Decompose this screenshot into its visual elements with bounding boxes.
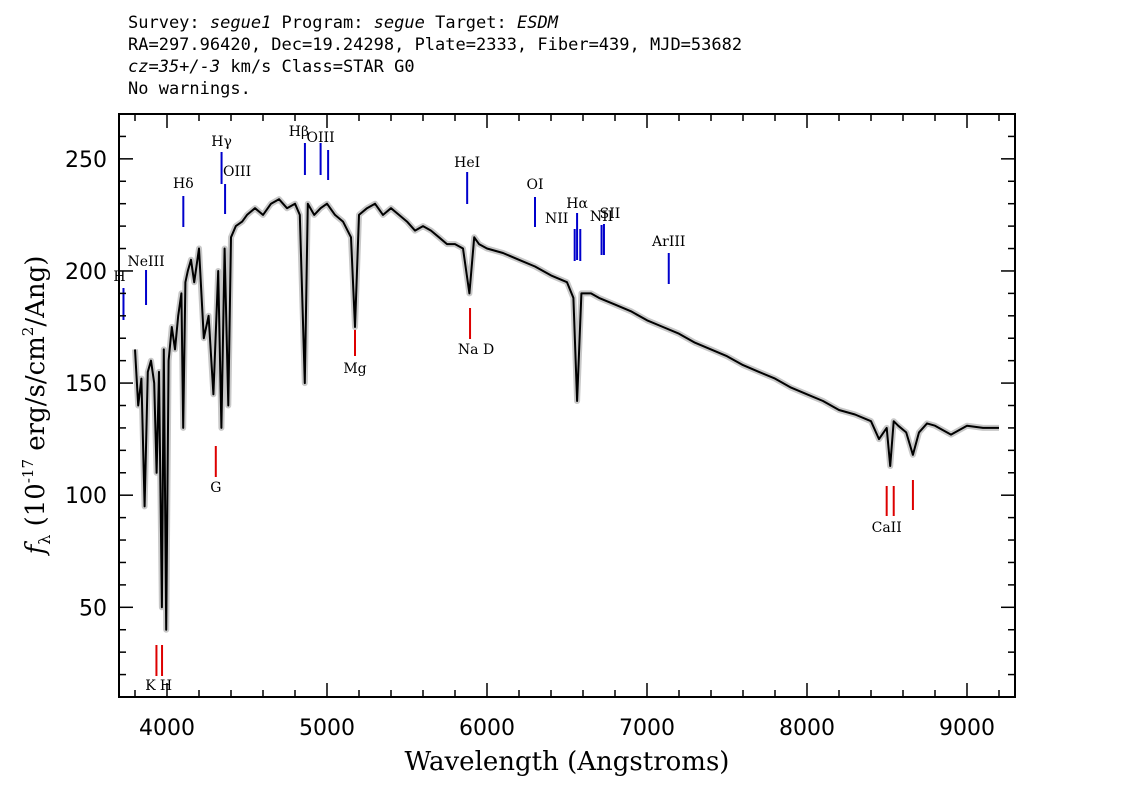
axis-ticks: 4000 5000 6000 7000 8000 9000 50 100 150 200 250 — [65, 114, 1015, 741]
survey-label: Survey: — [128, 13, 210, 33]
spectrum-header: Survey: segue1 Program: segue Target: ES… — [128, 12, 742, 100]
x-tick-label: 6000 — [459, 716, 515, 741]
y-tick-label: 50 — [79, 596, 107, 621]
emission-line-label: Hα — [566, 196, 588, 212]
y-tick-label: 250 — [65, 148, 107, 173]
target-value: ESDM — [516, 13, 558, 33]
emission-line-label: OIII — [307, 130, 335, 146]
x-tick-label: 4000 — [139, 716, 195, 741]
absorption-line-label: H — [160, 678, 172, 694]
redshift-value: cz=35+/-3 — [128, 57, 221, 77]
absorption-line-label: G — [210, 480, 221, 496]
x-tick-label: 8000 — [779, 716, 835, 741]
program-value: segue — [373, 13, 425, 33]
absorption-line-label: K — [145, 678, 156, 694]
header-line-2: RA=297.96420, Dec=19.24298, Plate=2333, … — [128, 35, 743, 55]
spectrum-line — [134, 198, 999, 631]
absorption-line-label: Na D — [458, 342, 494, 358]
target-label: Target: — [424, 13, 517, 33]
absorption-line-label: Mg — [343, 361, 366, 377]
header-line-3: cz=35+/-3 km/s Class=STAR G0 — [128, 56, 742, 78]
y-axis-label: fλ (10-17 erg/s/cm2/Ang) — [19, 256, 54, 557]
y-tick-label: 100 — [65, 484, 107, 509]
x-tick-label: 7000 — [619, 716, 675, 741]
emission-line-label: OI — [526, 177, 543, 193]
emission-line-label: Hβ — [289, 124, 309, 140]
emission-line-label: SII — [600, 206, 621, 222]
survey-value: segue1 — [209, 13, 272, 33]
x-tick-label: 9000 — [939, 716, 995, 741]
y-tick-label: 200 — [65, 260, 107, 285]
absorption-line-label: CaII — [872, 520, 902, 536]
emission-line-label: NII — [545, 211, 568, 227]
header-line-4: No warnings. — [128, 79, 251, 99]
header-line-1: Survey: segue1 Program: segue Target: ES… — [128, 12, 742, 34]
emission-line-label: OIII — [223, 164, 251, 180]
class-value: km/s Class=STAR G0 — [220, 57, 415, 77]
plot-frame — [118, 113, 1016, 698]
emission-line-label: HeI — [454, 155, 480, 171]
emission-line-label: Hδ — [173, 176, 194, 192]
x-tick-label: 5000 — [299, 716, 355, 741]
emission-line-label: NeIII — [127, 254, 164, 270]
program-label: Program: — [271, 13, 374, 33]
y-tick-label: 150 — [65, 372, 107, 397]
x-axis-label: Wavelength (Angstroms) — [405, 747, 730, 777]
emission-line-label: NII — [590, 209, 613, 225]
emission-line-label: Hγ — [211, 134, 232, 150]
emission-line-label: ArIII — [651, 234, 685, 250]
spectral-lines-layer: HNeIIIHδHγOIIIHβOIIIHeIOINIIHαNIISIIArII… — [113, 124, 914, 694]
spectrum-error-band — [132, 196, 999, 633]
